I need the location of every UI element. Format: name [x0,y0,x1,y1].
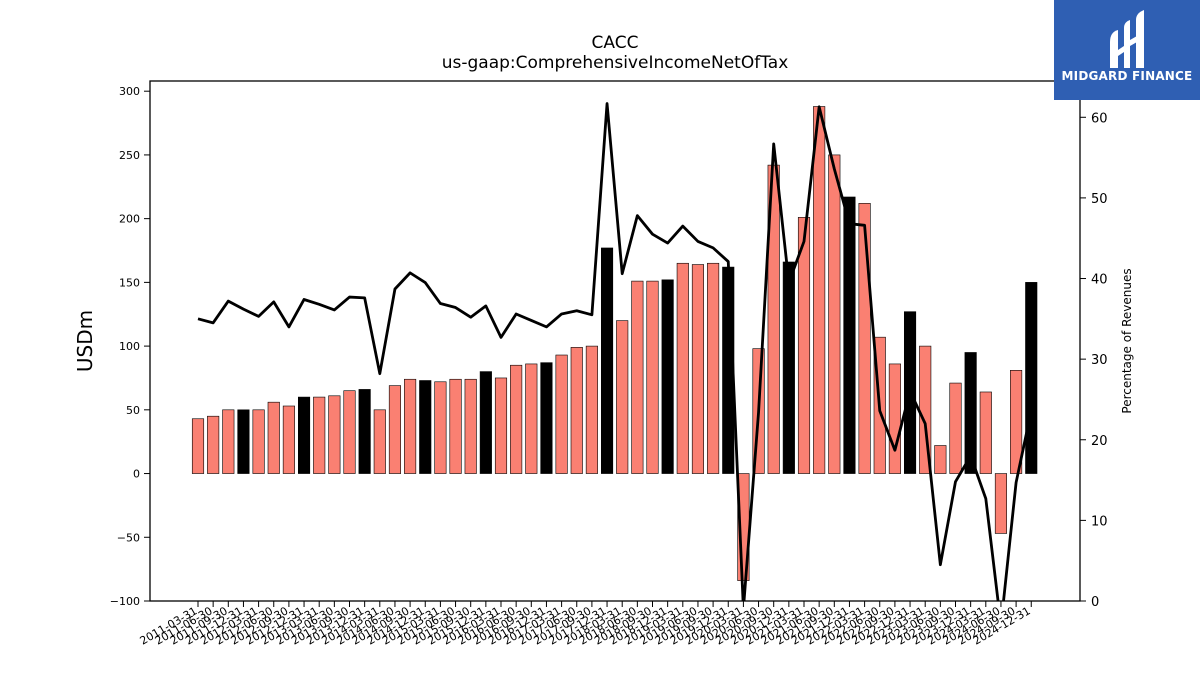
brand-name: MIDGARD FINANCE [1061,69,1193,83]
bar [343,390,356,474]
bar [222,409,235,474]
bar [843,196,856,474]
brand-mark-icon [1110,10,1144,68]
y-tick-label: 100 [119,340,140,353]
y-tick-label: 0 [133,468,140,481]
bar [388,385,402,474]
bar [358,389,371,474]
bar [525,363,538,474]
x-axis: 2011-03-312011-06-302011-09-302011-12-31… [138,601,1033,648]
bar [600,247,614,474]
bar [616,320,629,474]
bar [570,347,583,474]
brand-logo: MIDGARD FINANCE [1054,0,1200,100]
y2-tick-label: 30 [1091,353,1108,368]
y2-tick-label: 10 [1091,514,1108,529]
y-tick-label: 250 [119,149,140,162]
bar [297,396,311,474]
bar [828,154,841,474]
plot-frame [149,80,1081,602]
bar [237,409,250,474]
bar [1010,370,1023,474]
bar [934,445,947,474]
bar [813,106,826,474]
bar [404,378,417,474]
bar [707,262,720,474]
bar [949,382,962,474]
bar [782,261,795,474]
y2-tick-label: 60 [1091,111,1108,126]
y2-tick-label: 50 [1091,192,1108,207]
y-tick-label: −100 [110,595,140,608]
bar [858,203,871,474]
bar [646,280,659,474]
y2-tick-label: 20 [1091,434,1108,449]
bar [964,352,977,474]
bar [282,405,295,474]
bar [373,409,386,474]
bar [631,280,644,474]
bar [419,380,432,474]
y-tick-label: 300 [119,85,140,98]
bar [661,279,674,474]
bar [540,362,553,474]
bar [585,345,598,474]
bar [888,363,901,474]
bar [313,396,326,474]
chart-subtitle: us-gaap:ComprehensiveIncomeNetOfTax [442,53,789,73]
bar [464,378,477,474]
bar [207,415,220,474]
y2-tick-label: 0 [1091,595,1099,610]
y-axis-label: USDm [73,310,97,372]
bar [510,364,523,474]
line-group [197,102,1033,601]
bar [555,354,568,474]
y-tick-label: 200 [119,213,140,226]
chart-title: CACC [592,33,639,53]
bar [267,401,280,474]
bar [1025,282,1038,474]
y-axis-right: 0 10 20 30 40 50 60 [1080,111,1108,610]
y-axis-left: −100 −50 0 50 100 150 200 250 300 [110,85,150,608]
bar [979,391,992,474]
bar [797,217,811,474]
y-tick-label: −50 [117,531,140,544]
bar [191,418,205,474]
pct-revenue-line [197,102,1033,601]
bar [691,264,705,474]
y-tick-label: 50 [126,404,140,417]
bar [479,371,492,474]
y2-axis-label: Percentage of Revenues [1120,268,1134,413]
bar [994,473,1008,534]
bars-group [191,106,1038,581]
y2-tick-label: 40 [1091,273,1108,288]
y-tick-label: 150 [119,276,140,289]
bar [328,395,341,474]
bar [676,262,689,474]
bar [252,409,265,474]
bar [434,381,447,474]
bar [494,377,508,474]
bar [449,378,462,474]
